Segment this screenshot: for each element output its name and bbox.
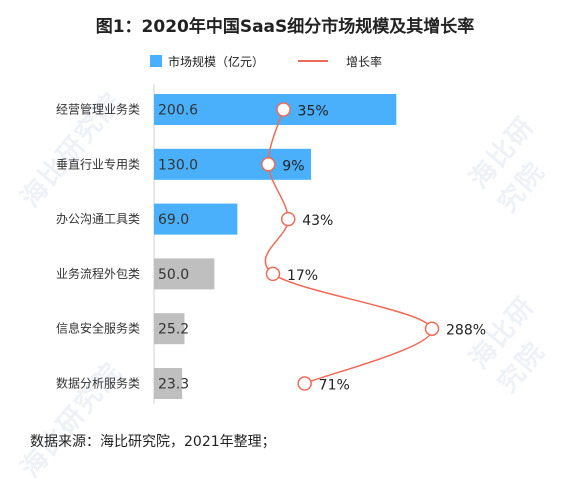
chart-canvas: 200.6 经营管理业务类 130.0 垂直行业专用类 69.0 办公沟通工具类 50.0 业… [56, 84, 486, 404]
category-label: 经营管理业务类 [56, 102, 140, 117]
growth-point [276, 102, 291, 117]
bar [154, 148, 312, 180]
category-label: 业务流程外包类 [56, 266, 140, 281]
bar-value-label: 25.2 [158, 322, 189, 338]
bar-value-label: 23.3 [158, 377, 189, 393]
category-label: 办公沟通工具类 [56, 211, 140, 226]
bar-value-label: 130.0 [158, 157, 198, 173]
bar [154, 94, 397, 125]
growth-point [261, 157, 276, 172]
category-label: 垂直行业专用类 [56, 156, 140, 171]
growth-point [424, 321, 440, 336]
growth-value-label: 9% [282, 158, 304, 174]
bar-value-label: 69.0 [158, 212, 189, 228]
category-label: 数据分析服务类 [56, 376, 140, 391]
growth-value-label: 17% [287, 268, 318, 284]
chart-legend: 市场规模（亿元） 增长率 [150, 53, 382, 69]
chart-title: 图1：2020年中国SaaS细分市场规模及其增长率 [95, 17, 475, 37]
bar [154, 258, 215, 290]
bar [154, 203, 238, 235]
legend-label-bar: 市场规模（亿元） [168, 54, 265, 69]
growth-value-label: 35% [298, 104, 329, 120]
growth-point [297, 376, 312, 391]
category-label: 信息安全服务类 [56, 321, 140, 336]
growth-value-label: 43% [302, 213, 333, 229]
source-note: 数据来源：海比研究院，2021年整理； [30, 434, 276, 450]
bar [154, 313, 185, 345]
legend-swatch-line [298, 60, 329, 62]
growth-point [280, 211, 296, 227]
legend-swatch-bar [150, 55, 162, 67]
growth-point [265, 266, 281, 282]
bar-value-label: 200.6 [158, 103, 198, 119]
bar-value-label: 50.0 [158, 267, 189, 283]
growth-value-label: 288% [446, 323, 486, 339]
growth-value-label: 71% [319, 378, 350, 394]
legend-label-line: 增长率 [346, 54, 383, 69]
bar [154, 368, 183, 399]
